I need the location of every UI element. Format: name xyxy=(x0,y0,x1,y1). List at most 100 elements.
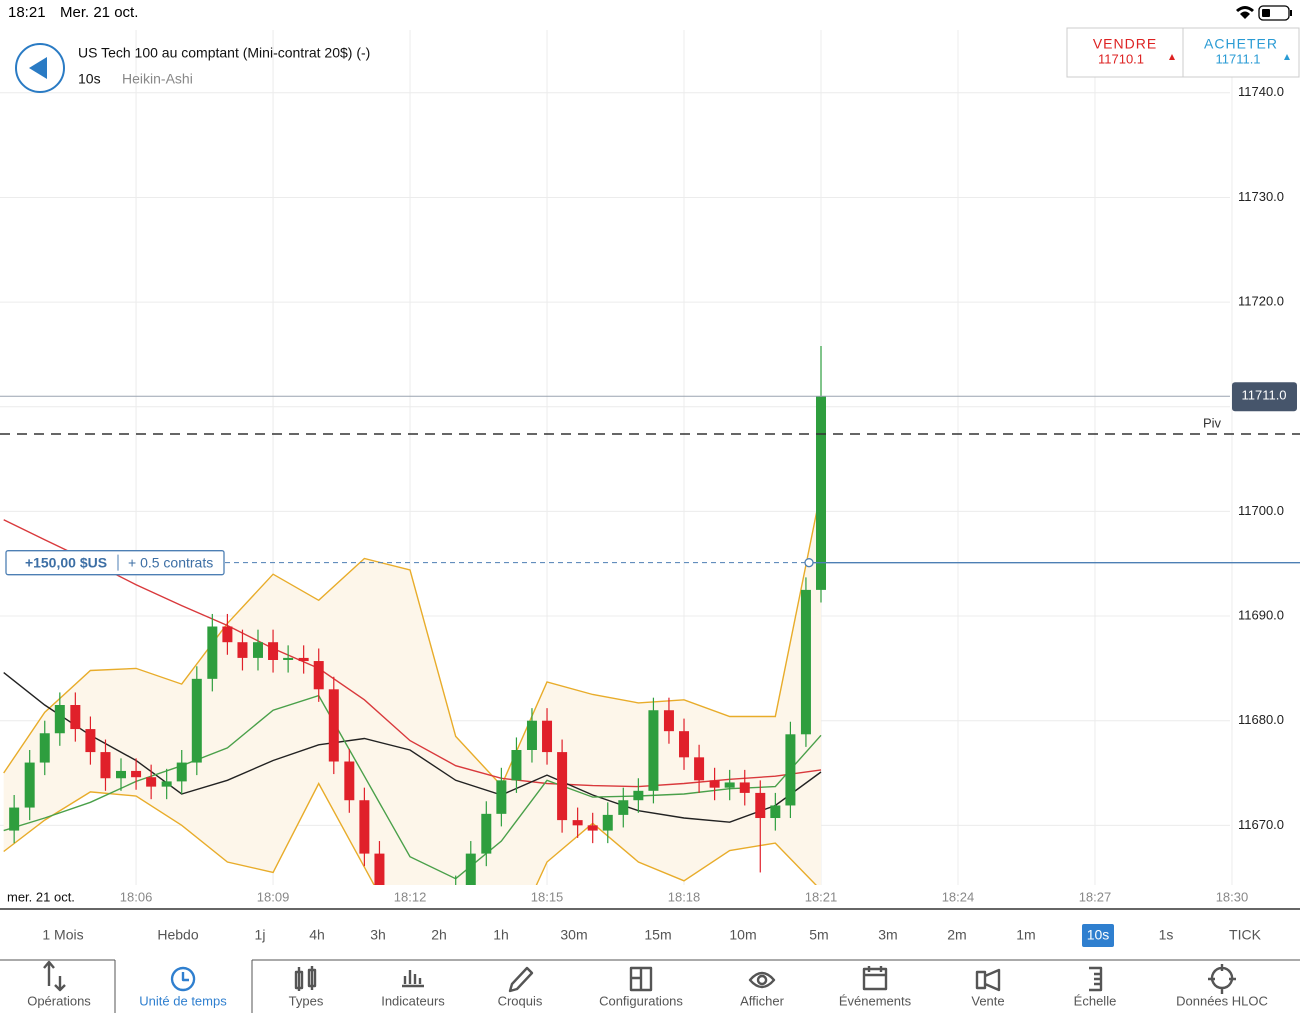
toolbar-icon xyxy=(508,966,534,993)
candle-body xyxy=(587,825,598,831)
toolbar-button[interactable]: Unité de temps xyxy=(139,966,227,1008)
y-tick-label: 11670.0 xyxy=(1238,817,1284,832)
toolbar-button[interactable]: Indicateurs xyxy=(381,970,445,1008)
quote-box xyxy=(1066,27,1300,78)
toolbar-button[interactable]: Événements xyxy=(839,966,912,1008)
toolbar-label: Croquis xyxy=(498,993,543,1008)
timeframe-button[interactable]: 2h xyxy=(431,927,447,943)
toolbar-button[interactable]: Afficher xyxy=(740,971,785,1008)
timeframe-button[interactable]: Hebdo xyxy=(157,927,198,943)
candle-body xyxy=(679,731,690,758)
last-price-box xyxy=(1232,382,1297,412)
candle-body xyxy=(283,657,294,660)
candle-body xyxy=(70,705,81,730)
back-button[interactable] xyxy=(15,43,65,93)
timeframe-button[interactable]: 10m xyxy=(729,927,756,943)
toolbar-button[interactable]: Vente xyxy=(971,968,1005,1008)
toolbar-icon xyxy=(629,966,653,992)
candle-body xyxy=(268,642,279,660)
x-tick-label: 18:09 xyxy=(257,889,290,904)
candle-body xyxy=(496,780,507,814)
candle-body xyxy=(648,710,659,791)
sell-button[interactable]: VENDRE 11710.1 xyxy=(1093,36,1175,67)
timeframe-label: TICK xyxy=(1229,927,1262,943)
candle-body xyxy=(252,642,263,658)
toolbar-button[interactable]: Échelle xyxy=(1074,966,1117,1008)
candle-body xyxy=(785,734,796,806)
toolbar-icon xyxy=(975,968,1001,992)
toolbar-label: Unité de temps xyxy=(139,993,227,1008)
candle-body xyxy=(116,770,127,779)
position-box[interactable] xyxy=(5,550,225,576)
position-marker xyxy=(804,558,814,568)
candle-body xyxy=(222,626,233,643)
timeframe-button[interactable]: 2m xyxy=(947,927,966,943)
toolbar-icon xyxy=(170,966,196,992)
status-time: 18:21 xyxy=(8,4,46,21)
timeframe-button[interactable]: 10s xyxy=(1082,924,1114,947)
pivot-label: Piv xyxy=(1203,415,1222,430)
candle-body xyxy=(9,807,20,831)
instrument-title: US Tech 100 au comptant (Mini-contrat 20… xyxy=(78,45,370,61)
timeframe-label: 1 Mois xyxy=(42,927,83,943)
interval: 10s xyxy=(78,71,101,87)
candle-body xyxy=(161,781,172,787)
timeframe-label: 10m xyxy=(729,927,756,943)
timeframe-label: 4h xyxy=(309,927,325,943)
candle-body xyxy=(207,626,218,679)
candle-body xyxy=(237,642,248,658)
toolbar-label: Afficher xyxy=(740,993,785,1008)
toolbar-icon xyxy=(402,970,424,988)
candle-body xyxy=(420,936,430,940)
timeframe-button[interactable]: 3m xyxy=(878,927,897,943)
candle-body xyxy=(800,589,811,735)
candle-body xyxy=(755,792,766,819)
plot xyxy=(3,346,827,940)
toolbar-button[interactable]: Données HLOC xyxy=(1176,964,1268,1008)
position-size: + 0.5 contrats xyxy=(128,554,213,570)
toolbar-button[interactable]: Types xyxy=(289,966,324,1008)
battery-icon xyxy=(1258,5,1292,21)
toolbar-label: Indicateurs xyxy=(381,993,445,1008)
overlay-line xyxy=(3,519,822,788)
timeframe-button[interactable]: 5m xyxy=(809,927,828,943)
candle-body xyxy=(328,689,339,762)
y-tick-label: 11720.0 xyxy=(1238,294,1284,309)
timeframe-button[interactable]: TICK xyxy=(1229,927,1262,943)
overlay-line xyxy=(3,782,817,885)
candle-body xyxy=(663,710,674,732)
buy-button[interactable]: ACHETER 11711.1 xyxy=(1204,36,1290,67)
sell-label: VENDRE xyxy=(1093,36,1157,52)
buy-label: ACHETER xyxy=(1204,36,1278,52)
wifi-icon xyxy=(1236,6,1254,19)
last-price-label: 11711.0 xyxy=(1241,388,1286,403)
timeframe-button[interactable]: 30m xyxy=(560,927,587,943)
timeframe-button[interactable]: 1s xyxy=(1159,927,1174,943)
timeframe-button[interactable]: 3h xyxy=(370,927,386,943)
x-tick-label: 18:24 xyxy=(942,889,975,904)
toolbar-label: Vente xyxy=(971,993,1004,1008)
candle-body xyxy=(374,853,385,885)
timeframe-button[interactable]: 15m xyxy=(644,927,671,943)
timeframe-label: 5m xyxy=(809,927,828,943)
toolbar-label: Opérations xyxy=(27,993,91,1008)
candle-body xyxy=(359,800,370,854)
toolbar-button[interactable]: Croquis xyxy=(498,966,543,1008)
timeframe-button[interactable]: 4h xyxy=(309,927,325,943)
candle-body xyxy=(146,777,157,787)
timeframe-button[interactable]: 1j xyxy=(255,927,266,943)
toolbar-icon xyxy=(294,966,317,991)
sell-price: 11710.1 xyxy=(1098,51,1144,66)
candle-body xyxy=(633,790,644,801)
candle-body xyxy=(465,853,476,885)
candle-body xyxy=(602,814,613,831)
x-tick-label: 18:18 xyxy=(668,889,701,904)
toolbar-button[interactable]: Opérations xyxy=(27,960,91,1008)
status-date: Mer. 21 oct. xyxy=(60,4,138,21)
candle-body xyxy=(405,932,415,936)
timeframe-button[interactable]: 1m xyxy=(1016,927,1035,943)
toolbar-button[interactable]: Configurations xyxy=(599,966,683,1008)
candle-body xyxy=(557,752,568,821)
timeframe-button[interactable]: 1 Mois xyxy=(42,927,83,943)
timeframe-button[interactable]: 1h xyxy=(493,927,509,943)
